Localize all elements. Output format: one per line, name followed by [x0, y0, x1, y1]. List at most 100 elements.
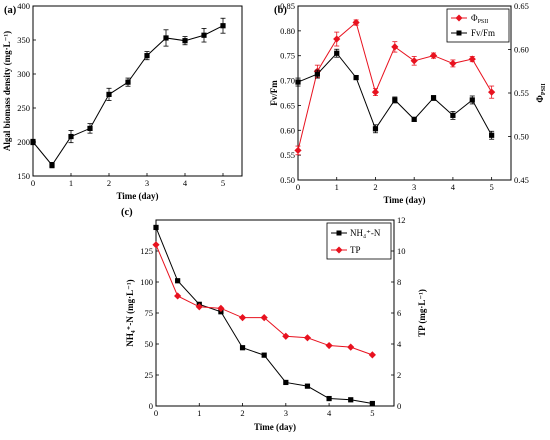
- xtick-label: 2: [373, 182, 377, 192]
- data-point-square: [30, 139, 36, 145]
- data-point-diamond: [303, 334, 312, 342]
- data-point-square: [392, 97, 398, 103]
- data-point-square: [411, 116, 417, 122]
- xtick-label: 5: [221, 178, 225, 188]
- y2tick-label: 0.65: [514, 1, 529, 11]
- data-point-diamond: [368, 351, 376, 359]
- xtick-label: 5: [370, 408, 374, 418]
- y2tick-label: 4: [397, 339, 402, 349]
- legend-fvfm-text: Fv/Fm: [471, 28, 495, 38]
- data-point-square: [125, 79, 131, 85]
- panel-c-label: (c): [121, 207, 133, 218]
- data-point-diamond: [260, 314, 268, 322]
- panel-a-frame: [32, 5, 243, 177]
- series-line-2-1: [155, 244, 373, 356]
- data-point-diamond: [488, 88, 496, 96]
- ytick-label: 350: [17, 35, 30, 45]
- ytick-label: 25: [145, 370, 154, 380]
- ytick-label: 0.50: [280, 175, 295, 185]
- y2tick-label: 6: [397, 308, 401, 318]
- legend-tp-marker: [335, 246, 343, 254]
- data-point-diamond: [468, 55, 476, 63]
- data-point-diamond: [449, 59, 457, 68]
- y2tick-label: 12: [397, 215, 406, 225]
- ytick-label: 0.70: [280, 76, 295, 86]
- y2tick-label: 0.50: [514, 132, 529, 142]
- ytick-label: 400: [17, 1, 30, 11]
- panel-b-ylabel: Fv/Fm: [269, 80, 279, 106]
- data-point-square: [314, 71, 320, 77]
- data-point-square: [182, 38, 188, 44]
- data-point-diamond: [294, 146, 302, 155]
- xtick-label: 3: [412, 182, 416, 192]
- xtick-label: 4: [451, 182, 456, 192]
- data-point-diamond: [152, 241, 160, 249]
- data-point-square: [49, 162, 55, 168]
- data-point-square: [489, 132, 495, 138]
- data-point-diamond: [371, 88, 380, 96]
- ytick-label: 300: [17, 69, 30, 79]
- y2tick-label: 10: [397, 246, 406, 256]
- ytick-label: 0.65: [280, 100, 295, 110]
- ytick-label: 0.55: [280, 150, 295, 160]
- xtick-label: 0: [31, 178, 35, 188]
- panel-b-xlabel: Time (day): [383, 195, 425, 205]
- data-point-diamond: [325, 341, 333, 350]
- ytick-label: 100: [140, 277, 153, 287]
- y2tick-label: 2: [397, 370, 401, 380]
- panel-c-ylabel: NH₄⁺-N (mg·L⁻¹): [125, 279, 135, 346]
- xtick-label: 4: [327, 408, 332, 418]
- data-point-square: [144, 53, 150, 59]
- data-point-diamond: [410, 57, 418, 65]
- data-point-square: [106, 91, 112, 97]
- data-point-square: [239, 345, 246, 351]
- data-point-diamond: [217, 304, 225, 312]
- panel-c-legend: NH₄⁺-N TP: [326, 222, 392, 260]
- y2tick-label: 0: [397, 401, 401, 411]
- series-line-0-0: [32, 25, 224, 166]
- data-point-diamond: [347, 343, 355, 351]
- data-point-square: [450, 112, 456, 118]
- data-point-diamond: [238, 314, 247, 322]
- xtick-label: 2: [107, 178, 111, 188]
- xtick-label: 1: [335, 182, 339, 192]
- data-point-square: [283, 379, 289, 386]
- ytick-label: 50: [145, 339, 154, 349]
- panel-c-plot: [152, 224, 376, 407]
- y2tick-label: 0.60: [514, 45, 529, 55]
- ytick-label: 250: [17, 103, 30, 113]
- data-point-square: [430, 95, 437, 101]
- xtick-label: 0: [154, 408, 158, 418]
- xtick-label: 2: [240, 408, 244, 418]
- xtick-label: 3: [284, 408, 288, 418]
- panel-b-plot: [294, 18, 496, 156]
- ytick-label: 200: [17, 137, 30, 147]
- panel-a-ylabel: Algal biomass density (mg·L⁻¹): [2, 31, 12, 151]
- data-point-square: [87, 125, 93, 131]
- data-point-square: [372, 126, 379, 132]
- xtick-label: 1: [69, 178, 73, 188]
- panel-c-xlabel: Time (day): [254, 422, 296, 432]
- legend-tp-text: TP: [350, 245, 361, 255]
- legend-phipsii-marker: [455, 14, 463, 22]
- ytick-label: 150: [17, 171, 30, 181]
- panel-c-y2label: TP (mg·L⁻¹): [417, 289, 427, 337]
- data-point-square: [369, 400, 375, 407]
- panel-b-legend-box: [446, 8, 510, 43]
- data-point-square: [220, 23, 226, 29]
- series-line-1-1: [297, 52, 493, 136]
- panel-b-y2label: ΦPSII: [535, 83, 547, 103]
- ytick-label: 0: [149, 401, 153, 411]
- data-point-diamond: [174, 292, 182, 300]
- data-point-square: [201, 32, 207, 38]
- data-point-square: [68, 133, 74, 140]
- data-point-square: [175, 278, 181, 284]
- data-point-square: [153, 224, 159, 231]
- data-point-square: [326, 395, 332, 402]
- data-point-square: [348, 397, 354, 403]
- ytick-label: 75: [145, 308, 154, 318]
- data-point-square: [261, 352, 267, 358]
- data-point-square: [334, 50, 340, 56]
